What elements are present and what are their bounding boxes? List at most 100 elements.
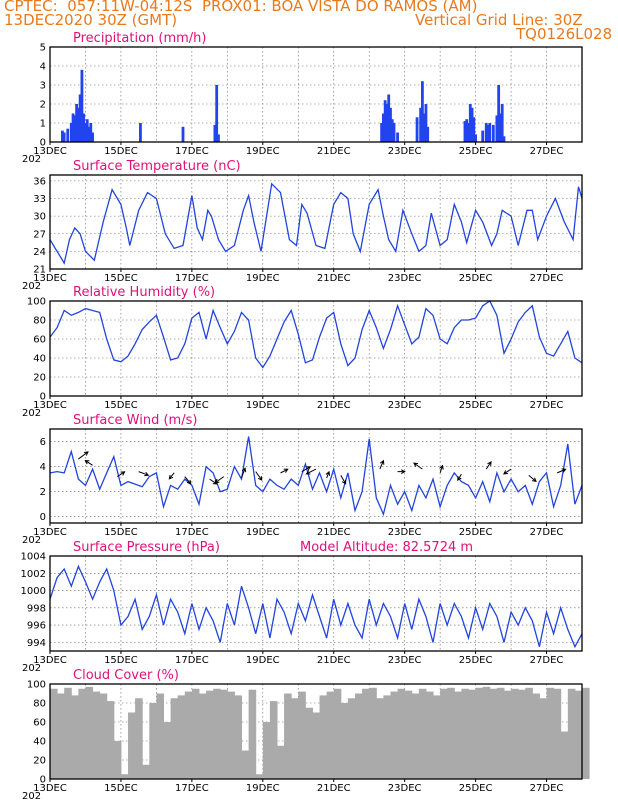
precipitation-title: Precipitation (mm/h) [73,31,206,46]
cloud-cover-bar [78,688,86,779]
cloud-cover-bar [255,774,264,779]
humidity-xtick-label: 23DEC [388,400,422,411]
wind-xtick-label: 15DEC [104,527,138,538]
cloud-cover-bar [440,688,448,779]
cloud-cover-panel: 0 20 40 60 80 100 13DEC 15DEC 17DEC 19DEC 21DEC 23D… [22,668,590,800]
temperature-xtick-label: 13DEC [33,273,67,284]
wind-ytick-label: 0 [40,512,46,523]
cloud-cover-bar [567,688,576,779]
wind-wind-vector [457,473,462,482]
cloud-cover-bar [184,691,193,779]
pressure-xtick-label: 25DEC [459,655,493,666]
wind-xtick-label: 23DEC [388,527,422,538]
temperature-xtick-label: 23DEC [388,273,422,284]
humidity-year-stub: 202 [22,408,41,419]
precipitation-bar [61,130,64,142]
cloud-cover-bar [149,703,157,779]
cloud-cover-bar [404,690,413,779]
humidity-xtick-label: 15DEC [104,400,138,411]
temperature-series-line [49,182,583,265]
cloud-cover-bar [376,698,384,779]
cloud-cover-bar [539,698,548,779]
precipitation-bar [89,123,93,142]
wind-wind-vector [379,459,385,470]
wind-wind-vector [184,476,192,485]
wind-ytick-label: 6 [40,437,46,448]
cloud-cover-ytick-label: 20 [33,756,46,767]
cloud-cover-bar [135,698,143,779]
wind-year-stub: 202 [22,535,41,546]
temperature-ytick-label: 21 [33,265,46,276]
precipitation-xtick-label: 27DEC [530,146,564,157]
precipitation-bar [383,100,387,142]
cloud-cover-bar [305,707,313,779]
cloud-cover-bar [57,693,65,779]
wind-wind-vector [413,462,423,470]
header-grid-line: Vertical Grid Line: 30Z [415,11,583,29]
precipitation-bar [499,113,502,142]
precipitation-bar [71,113,75,142]
wind-wind-vector [502,468,512,475]
temperature-year-stub: 202 [22,281,41,292]
precipitation-bar [381,113,385,142]
cloud-cover-bar [468,689,477,779]
cloud-cover-ytick-label: 80 [33,699,46,710]
humidity-series-line [49,300,583,369]
precipitation-bar [76,107,80,142]
precipitation-bar [87,126,91,142]
wind-series-line [49,436,583,517]
precipitation-bar [422,113,426,142]
cloud-cover-bar [574,690,583,779]
cloud-cover-bar [191,688,200,779]
cloud-cover-xtick-label: 13DEC [33,783,67,794]
humidity-ytick-label: 0 [40,392,46,403]
pressure-model-altitude: Model Altitude: 82.5724 m [300,540,473,555]
cloud-cover-bar [213,688,221,779]
precipitation-bar [181,126,185,142]
cloud-cover-bar [326,691,335,779]
precipitation-ytick-label: 2 [40,100,46,111]
cloud-cover-ytick-label: 100 [27,680,46,691]
precipitation-bar [78,94,82,142]
precipitation-bar [392,123,396,142]
precipitation-bar [472,117,476,142]
wind-ytick-label: 4 [40,462,46,473]
cloud-cover-bar [489,688,498,779]
cloud-cover-bar [170,698,179,779]
wind-wind-vector [305,468,317,475]
pressure-title: Surface Pressure (hPa) [73,540,220,555]
precipitation-bar [62,132,66,142]
cloud-cover-bar [128,712,136,779]
cloud-cover-bar [156,693,164,779]
cloud-cover-xtick-label: 23DEC [388,783,422,794]
humidity-ytick-label: 20 [33,373,46,384]
humidity-ytick-label: 80 [33,316,46,327]
cloud-cover-xtick-label: 19DEC [246,783,280,794]
cloud-cover-bar [532,693,540,779]
pressure-xtick-label: 17DEC [175,655,209,666]
precipitation-bar [75,104,78,142]
cloud-cover-bar [397,688,406,779]
cloud-cover-bar [227,691,235,779]
temperature-xtick-label: 17DEC [175,273,209,284]
cloud-cover-bar [142,764,150,779]
humidity-ytick-label: 60 [33,335,46,346]
cloud-cover-bar [511,688,519,779]
wind-xtick-label: 25DEC [459,527,493,538]
wind-wind-vector [340,475,347,485]
wind-wind-vector [397,469,406,474]
precipitation-bar [215,85,219,142]
precipitation-bar [468,104,472,142]
cloud-cover-bar [198,693,207,779]
precipitation-year-stub: 202 [22,154,41,165]
pressure-xtick-label: 23DEC [388,655,422,666]
precipitation-bar [66,128,70,142]
wind-wind-vector [439,464,444,474]
cloud-cover-bar [241,750,250,779]
precipitation-bar [426,126,430,142]
precipitation-bar [491,124,495,142]
precipitation-ytick-label: 1 [40,119,46,130]
cloud-cover-bar [425,691,434,779]
precipitation-bar [385,104,389,142]
cloud-cover-bar [369,687,377,779]
